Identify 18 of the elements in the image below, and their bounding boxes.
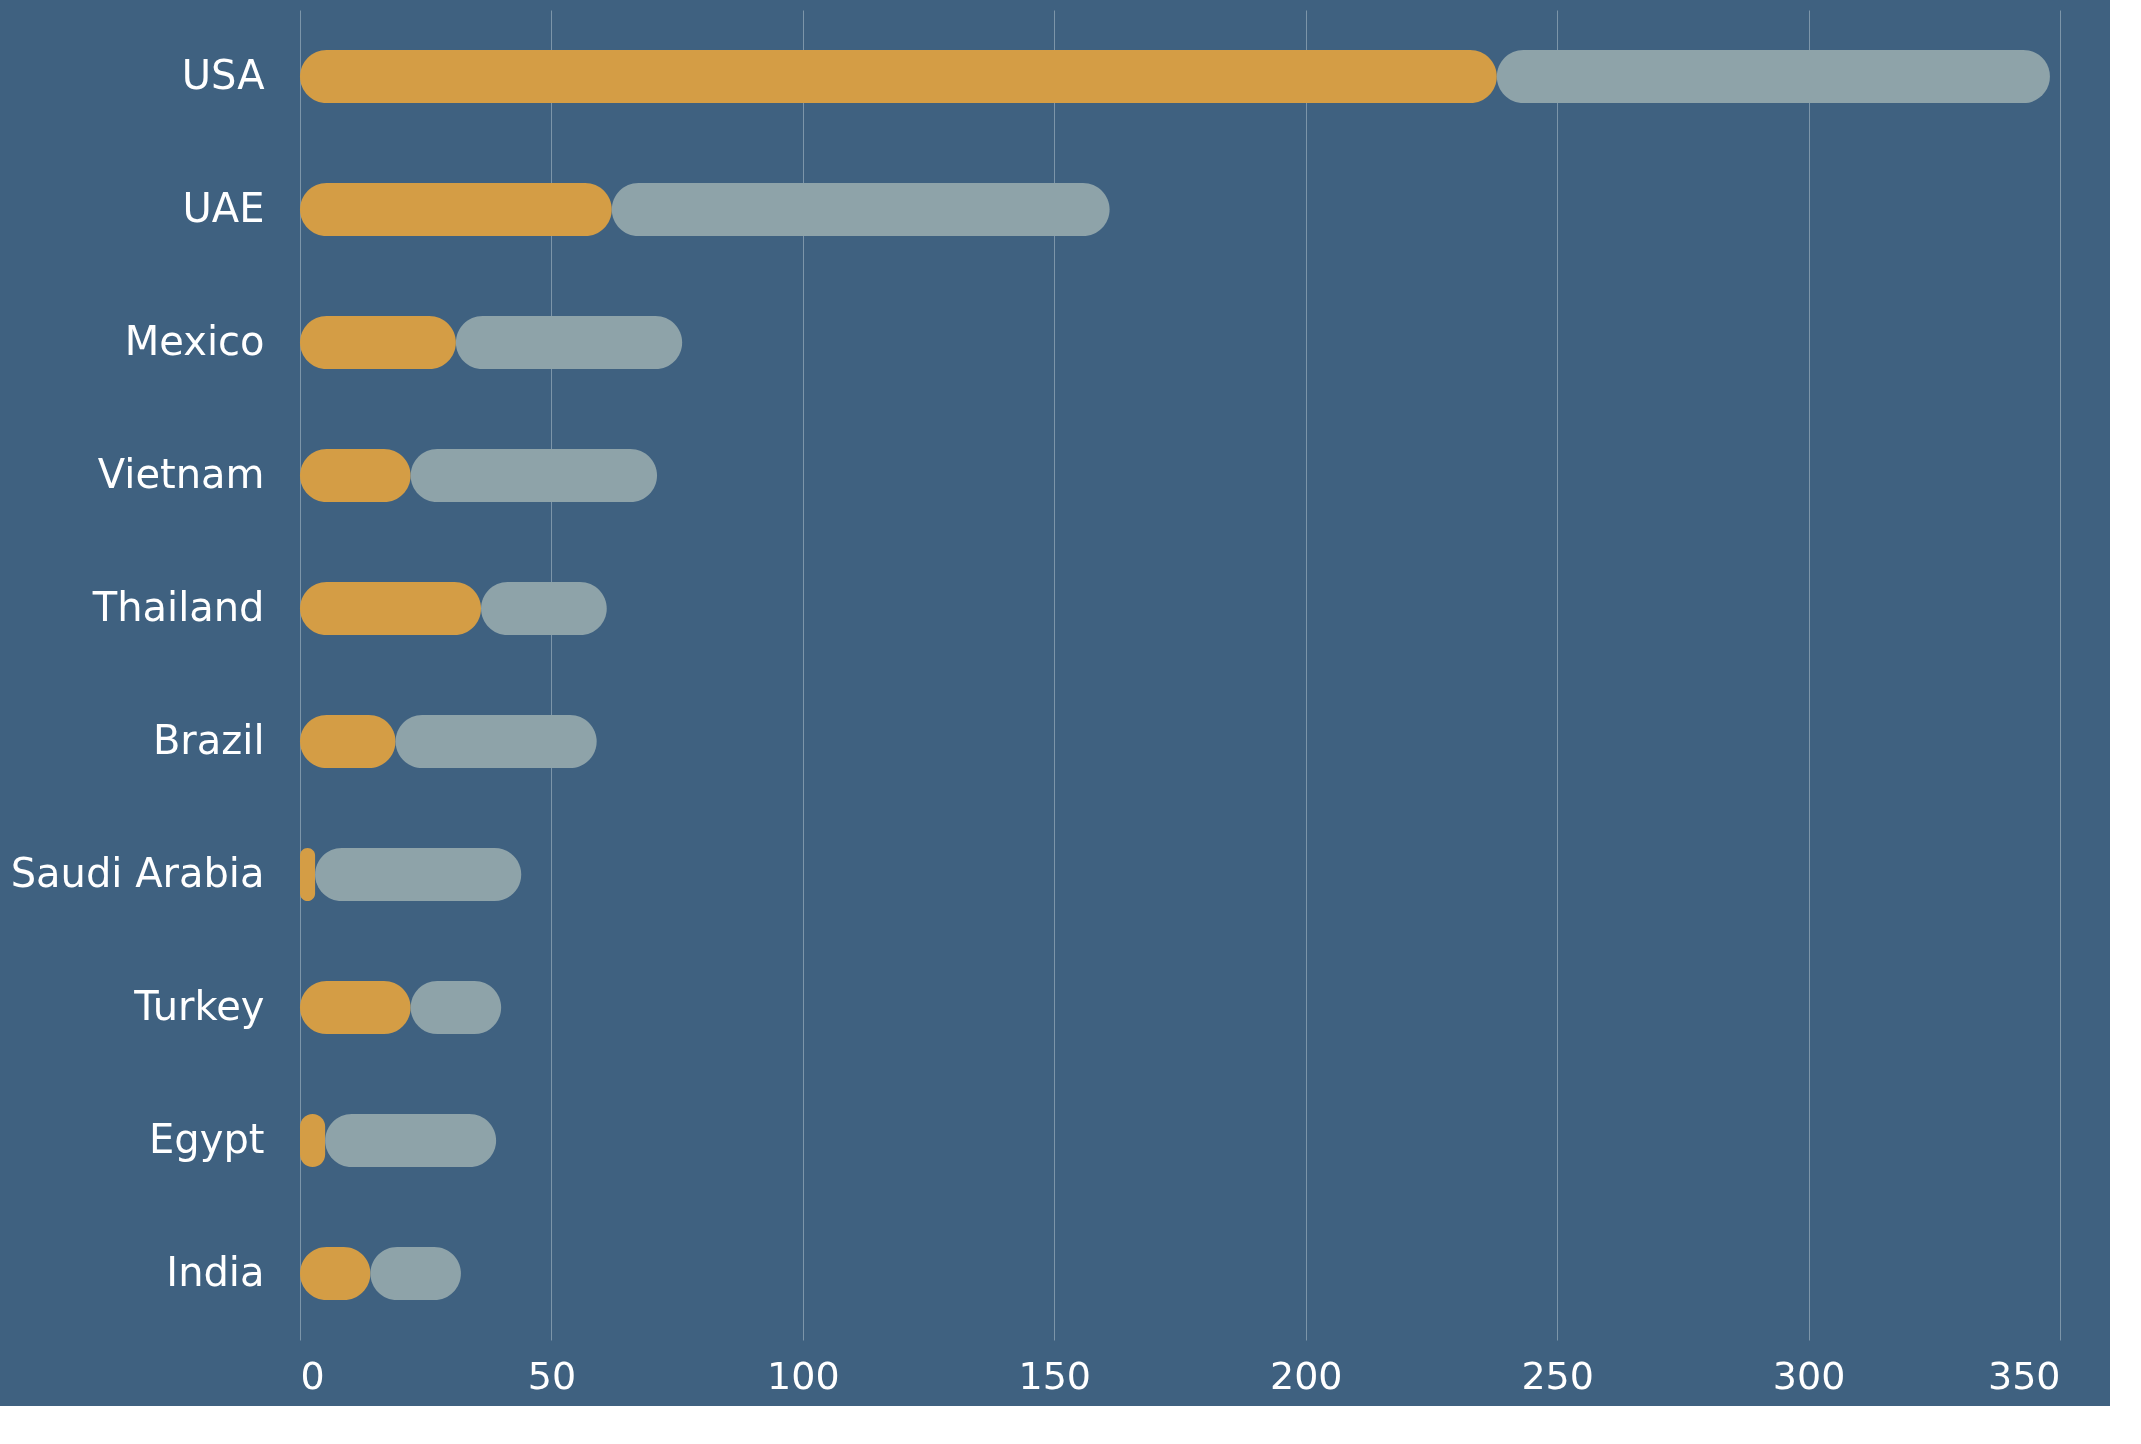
y-tick-label: Egypt — [149, 1115, 265, 1162]
x-tick-label: 350 — [1987, 1353, 2061, 1398]
y-tick-label: Turkey — [133, 982, 265, 1029]
x-tick-label: 250 — [1521, 1353, 1594, 1398]
y-tick-label: Mexico — [124, 317, 265, 364]
y-tick-label: Thailand — [91, 583, 265, 630]
x-tick-label: 300 — [1772, 1353, 1846, 1398]
y-tick-label: USA — [181, 51, 266, 98]
x-tick-label: 0 — [300, 1353, 325, 1398]
y-tick-label: India — [166, 1248, 265, 1295]
y-tick-label: Saudi Arabia — [10, 849, 265, 896]
x-tick-label: 50 — [527, 1353, 577, 1398]
x-tick-label: 150 — [1018, 1353, 1092, 1398]
x-tick-label: 200 — [1269, 1353, 1343, 1398]
y-tick-label: UAE — [182, 184, 265, 231]
x-tick-label: 100 — [767, 1353, 840, 1398]
y-tick-label: Vietnam — [97, 450, 265, 497]
y-tick-label: Brazil — [152, 716, 265, 763]
